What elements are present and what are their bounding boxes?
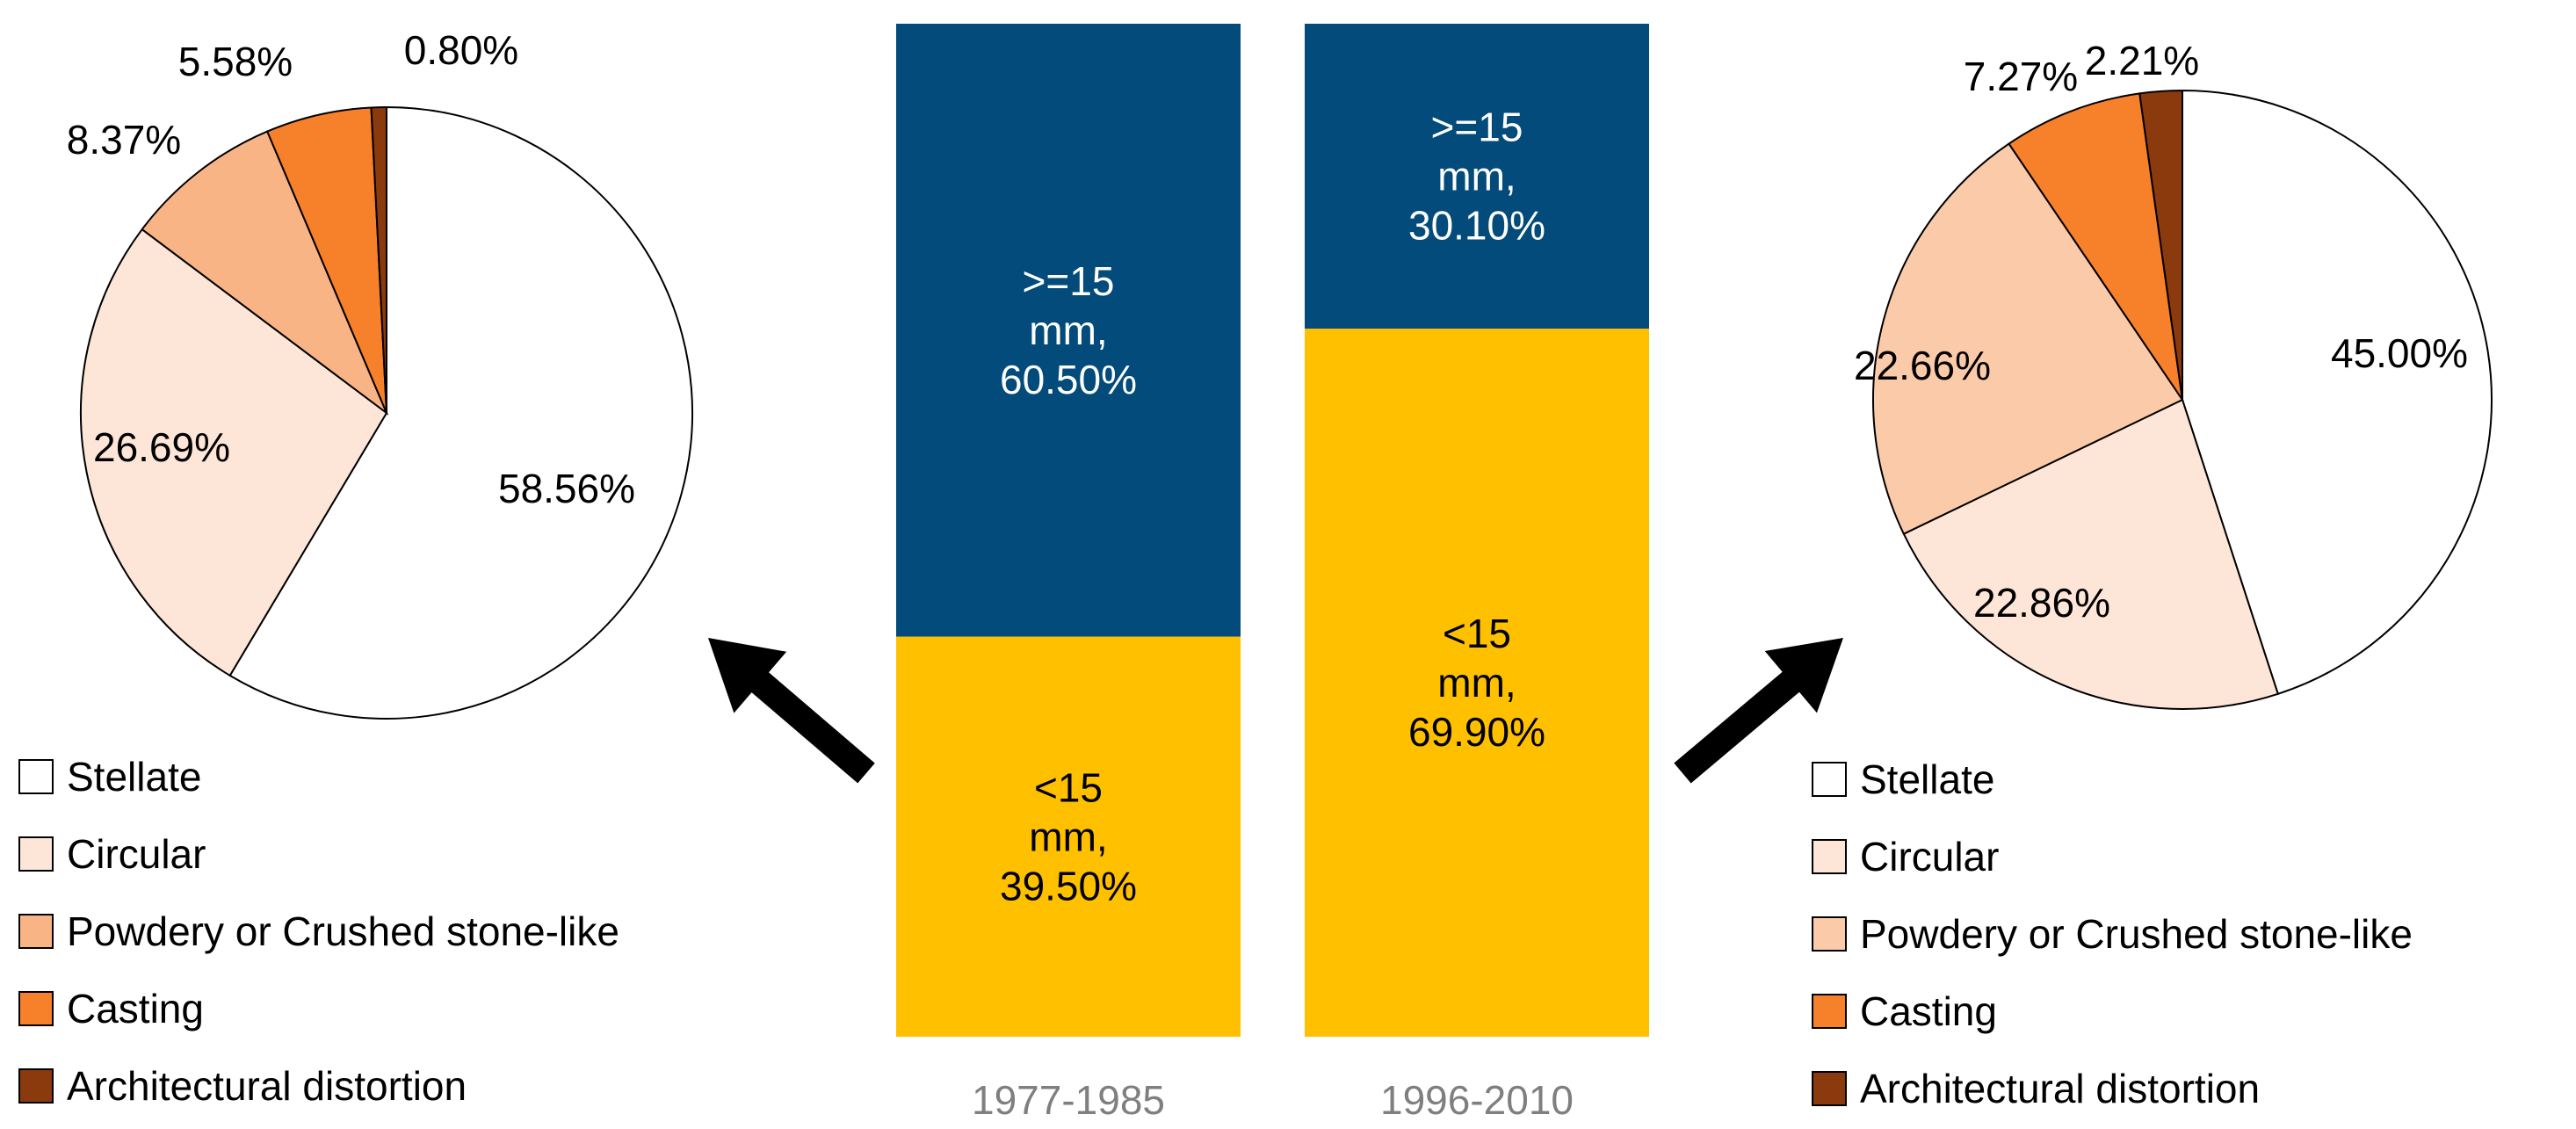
- stacked-bar-chart: <15 mm, 39.50% >=15 mm, 60.50% 1977-1985 <15 mm,…: [896, 24, 1649, 1123]
- pie-slice-powdery-or-crushed-stone-like: [141, 130, 389, 416]
- legend-label-circular: Circular: [67, 831, 206, 877]
- pie-slice-stellate: [2182, 89, 2493, 696]
- legend-label-stellate: Stellate: [1860, 756, 1994, 802]
- pie-data-label-powdery-or-crushed-stone-like: 8.37%: [67, 117, 181, 163]
- pie-slice-circular: [80, 228, 388, 677]
- pie-data-label-powdery-or-crushed-stone-like: 22.66%: [1854, 343, 1991, 388]
- arrows: [708, 638, 1843, 784]
- legend-swatch-architectural-distortion: [1812, 1071, 1847, 1106]
- bar-segment-15-mm-1996-2010: [1305, 24, 1649, 329]
- legend-swatch-stellate: [18, 759, 54, 794]
- legend-label-powdery-or-crushed-stone-like: Powdery or Crushed stone-like: [1860, 911, 2413, 957]
- legend-1996-2010: Stellate Circular Powdery or Crushed stone…: [1812, 756, 2413, 1111]
- legend-label-architectural-distortion: Architectural distortion: [1860, 1066, 2260, 1111]
- pie-slice-architectural-distortion: [370, 105, 387, 414]
- arrow-to-right-pie: [1674, 638, 1843, 784]
- legend-1977-1985: Stellate Circular Powdery or Crushed stone…: [18, 754, 619, 1109]
- legend-swatch-casting: [18, 991, 54, 1026]
- legend-label-architectural-distortion: Architectural distortion: [67, 1063, 467, 1109]
- pie-slice-circular: [1902, 398, 2280, 710]
- x-tick-label-1996-2010: 1996-2010: [1380, 1077, 1574, 1123]
- bar-data-label-15-mm-1996-2010: <15 mm, 69.90%: [1408, 611, 1545, 755]
- legend-swatch-circular: [1812, 839, 1847, 874]
- pie-chart-1977-1985: 58.56% 26.69% 8.37% 5.58% 0.80%: [67, 27, 693, 720]
- pie-chart-1996-2010: 45.00% 22.86% 22.66% 7.27% 2.21%: [1854, 38, 2493, 710]
- legend-label-casting: Casting: [67, 986, 204, 1031]
- bar-data-label-15-mm-1996-2010: >=15 mm, 30.10%: [1408, 105, 1545, 249]
- legend-label-powdery-or-crushed-stone-like: Powdery or Crushed stone-like: [67, 908, 619, 954]
- pie-data-label-stellate: 45.00%: [2331, 330, 2468, 376]
- pie-data-label-stellate: 58.56%: [498, 466, 635, 511]
- legend-swatch-circular: [18, 836, 54, 872]
- pie-data-label-architectural-distortion: 0.80%: [404, 27, 518, 73]
- bar-segment-15-mm-1996-2010: [1305, 329, 1649, 1038]
- legend-label-casting: Casting: [1860, 988, 1997, 1034]
- legend-swatch-powdery-or-crushed-stone-like: [1812, 916, 1847, 952]
- bar-data-label-15-mm-1977-1985: <15 mm, 39.50%: [1000, 764, 1137, 908]
- legend-swatch-stellate: [1812, 762, 1847, 797]
- pie-slice-powdery-or-crushed-stone-like: [1872, 142, 2184, 536]
- pie-data-label-circular: 26.69%: [93, 424, 230, 470]
- pie-data-label-architectural-distortion: 2.21%: [2085, 38, 2199, 83]
- arrow-to-left-pie: [708, 638, 875, 784]
- pie-slice-architectural-distortion: [2138, 89, 2183, 401]
- legend-label-stellate: Stellate: [67, 754, 201, 800]
- legend-swatch-architectural-distortion: [18, 1068, 54, 1104]
- pie-slice-casting: [2008, 92, 2183, 401]
- legend-label-circular: Circular: [1860, 834, 1999, 879]
- legend-swatch-casting: [1812, 994, 1847, 1029]
- bar-segment-15-mm-1977-1985: [896, 636, 1241, 1037]
- pie-data-label-casting: 5.58%: [178, 39, 293, 84]
- pie-data-label-casting: 7.27%: [1964, 54, 2078, 99]
- legend-swatch-powdery-or-crushed-stone-like: [18, 914, 54, 949]
- pie-data-label-circular: 22.86%: [1973, 580, 2110, 626]
- x-tick-label-1977-1985: 1977-1985: [972, 1077, 1165, 1123]
- pie-slice-stellate: [228, 105, 693, 720]
- bar-segment-15-mm-1977-1985: [896, 24, 1241, 637]
- bar-data-label-15-mm-1977-1985: >=15 mm, 60.50%: [1000, 258, 1137, 402]
